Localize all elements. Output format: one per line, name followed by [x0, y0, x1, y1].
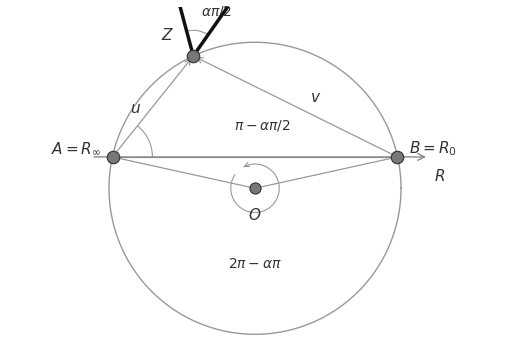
Text: $u$: $u$ — [129, 101, 140, 116]
Text: $O$: $O$ — [248, 207, 261, 223]
Text: $\pi - \alpha\pi/2$: $\pi - \alpha\pi/2$ — [234, 118, 290, 133]
Text: $R$: $R$ — [434, 168, 445, 184]
Text: $v$: $v$ — [309, 90, 321, 105]
Text: $B = R_0$: $B = R_0$ — [408, 139, 456, 158]
Text: $\alpha\pi/2$: $\alpha\pi/2$ — [201, 4, 232, 18]
Text: $A = R_{\infty}$: $A = R_{\infty}$ — [51, 140, 101, 156]
Text: $Z$: $Z$ — [161, 27, 174, 43]
Text: $2\pi - \alpha\pi$: $2\pi - \alpha\pi$ — [228, 257, 281, 271]
